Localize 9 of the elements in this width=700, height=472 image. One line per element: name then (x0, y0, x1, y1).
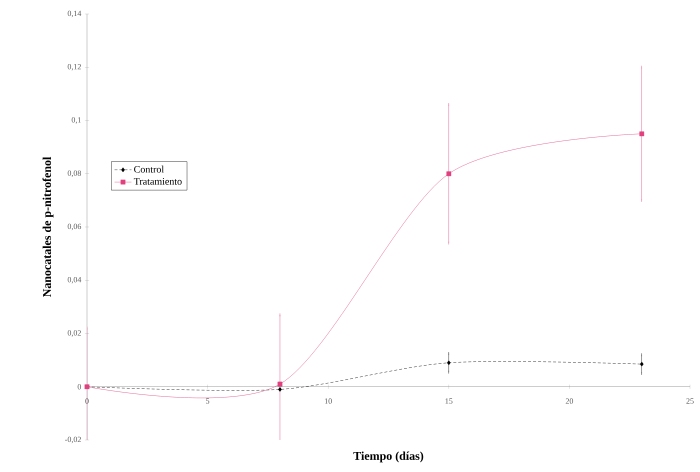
point (446, 360, 451, 366)
point (639, 131, 644, 136)
point (446, 171, 452, 176)
point (278, 382, 282, 386)
point (640, 362, 644, 367)
x-axis-title: Tiempo (días) (353, 452, 424, 462)
y-axis-title: Nanocatales de p-nitrofenol (42, 156, 54, 298)
legend-label: Tratamiento (134, 178, 182, 185)
legend-label: Control (134, 166, 164, 173)
